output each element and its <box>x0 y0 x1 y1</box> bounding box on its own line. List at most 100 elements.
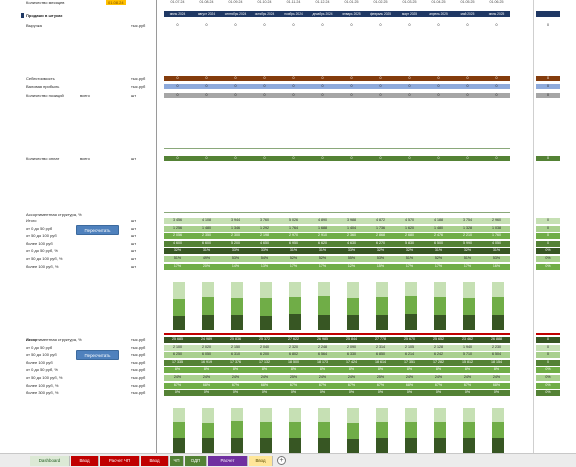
value-cell[interactable]: 18 614 <box>375 359 386 364</box>
value-cell[interactable]: 1 764 <box>289 225 298 230</box>
value-cell[interactable]: 0 <box>176 156 179 160</box>
value-cell[interactable]: 0 <box>466 84 469 88</box>
value-cell[interactable]: 0 <box>495 76 498 80</box>
value-cell[interactable]: 2 314 <box>376 344 385 349</box>
value-cell[interactable]: 31% <box>318 248 327 253</box>
value-cell[interactable]: 0 <box>495 93 498 97</box>
value-cell[interactable]: 25 844 <box>346 337 357 341</box>
value-cell[interactable]: 18 154 <box>491 359 502 364</box>
value-cell[interactable]: 53% <box>231 256 240 260</box>
value-cell[interactable]: 0 <box>263 156 266 160</box>
value-cell[interactable]: 25 836 <box>230 337 241 341</box>
value-cell[interactable]: 6 620 <box>318 240 327 245</box>
value-cell[interactable]: 0 <box>379 84 382 88</box>
value-cell[interactable]: 67% <box>318 382 327 387</box>
value-cell[interactable]: 26 985 <box>317 337 328 341</box>
total-cell[interactable]: 0 <box>547 352 549 357</box>
value-cell[interactable]: 0 <box>350 84 353 88</box>
value-cell[interactable]: 4 188 <box>434 218 443 222</box>
value-cell[interactable]: 67% <box>347 382 356 387</box>
value-cell[interactable]: 67% <box>376 382 385 387</box>
value-cell[interactable]: 2 100 <box>173 344 182 349</box>
total-cell[interactable]: 0 <box>547 337 549 341</box>
value-cell[interactable]: 53% <box>492 256 501 260</box>
value-cell[interactable]: 1 760 <box>492 233 501 238</box>
value-cell[interactable]: 17 132 <box>259 359 270 364</box>
value-cell[interactable]: 31% <box>202 248 211 253</box>
value-cell[interactable]: 0 <box>292 93 295 97</box>
value-cell[interactable]: 49% <box>202 256 211 260</box>
value-cell[interactable]: 8% <box>493 367 500 372</box>
value-cell[interactable]: 2 056 <box>173 233 182 238</box>
value-cell[interactable]: 17% <box>463 263 472 268</box>
value-cell[interactable]: 13% <box>260 263 269 268</box>
value-cell[interactable]: 26 888 <box>491 337 502 341</box>
value-cell[interactable]: 0 <box>321 156 324 160</box>
value-cell[interactable]: 0 <box>408 84 411 88</box>
total-cell[interactable]: 0 <box>547 218 549 222</box>
value-cell[interactable]: 8% <box>174 367 181 372</box>
value-cell[interactable]: 67% <box>173 382 182 387</box>
value-cell[interactable]: 25% <box>289 375 298 379</box>
value-cell[interactable]: 4 872 <box>376 218 385 222</box>
value-cell[interactable]: 18 500 <box>288 359 299 364</box>
value-cell[interactable]: 25 685 <box>172 337 183 341</box>
value-cell[interactable]: 0 <box>292 84 295 88</box>
value-cell[interactable]: 4 108 <box>202 218 211 222</box>
value-cell[interactable]: 0 <box>408 93 411 97</box>
value-cell[interactable]: 2 230 <box>492 344 501 349</box>
value-cell[interactable]: 2 476 <box>434 233 443 238</box>
total-cell[interactable]: 0 <box>547 76 549 80</box>
value-cell[interactable]: 1 940 <box>463 344 472 349</box>
value-cell[interactable]: 0% <box>435 390 442 395</box>
value-cell[interactable]: 15% <box>376 263 385 268</box>
value-cell[interactable]: 6 310 <box>231 352 240 357</box>
total-cell[interactable]: 0 <box>547 84 549 88</box>
value-cell[interactable]: 17% <box>405 263 414 268</box>
value-cell[interactable]: 17 351 <box>404 359 415 364</box>
value-cell[interactable]: 24% <box>434 375 443 379</box>
value-cell[interactable]: 8% <box>290 367 297 372</box>
value-cell[interactable]: 4 890 <box>318 218 327 222</box>
value-cell[interactable]: 0 <box>408 23 411 27</box>
value-cell[interactable]: 6 330 <box>347 352 356 357</box>
value-cell[interactable]: 2 020 <box>202 344 211 349</box>
value-cell[interactable]: 23 462 <box>462 337 473 341</box>
value-cell[interactable]: 1 328 <box>463 225 472 230</box>
value-cell[interactable]: 1 256 <box>173 225 182 230</box>
value-cell[interactable]: 1 038 <box>492 225 501 230</box>
value-cell[interactable]: 0 <box>350 93 353 97</box>
value-cell[interactable]: 0 <box>321 76 324 80</box>
value-cell[interactable]: 17 424 <box>346 359 357 364</box>
value-cell[interactable]: 0 <box>350 76 353 80</box>
value-cell[interactable]: 4 570 <box>405 218 414 222</box>
total-cell[interactable]: 0 <box>547 93 549 97</box>
value-cell[interactable]: 24% <box>231 375 240 379</box>
value-cell[interactable]: 0 <box>495 156 498 160</box>
value-cell[interactable]: 2 248 <box>318 344 327 349</box>
value-cell[interactable]: 25 670 <box>404 337 415 341</box>
value-cell[interactable]: 52% <box>318 256 327 260</box>
value-cell[interactable]: 0 <box>234 23 237 27</box>
value-cell[interactable]: 0 <box>437 156 440 160</box>
value-cell[interactable]: 0 <box>292 76 295 80</box>
value-cell[interactable]: 0 <box>263 23 266 27</box>
value-cell[interactable]: 0 <box>466 93 469 97</box>
total-cell[interactable]: 0 <box>547 23 549 27</box>
value-cell[interactable]: 0% <box>464 390 471 395</box>
total-cell[interactable]: 0% <box>545 263 551 268</box>
value-cell[interactable]: 16% <box>492 263 501 268</box>
value-cell[interactable]: 1 480 <box>202 225 211 230</box>
value-cell[interactable]: 3 988 <box>347 218 356 222</box>
value-cell[interactable]: 0 <box>205 156 208 160</box>
value-cell[interactable]: 2 960 <box>492 218 501 222</box>
value-cell[interactable]: 4 600 <box>173 240 182 245</box>
value-cell[interactable]: 6 214 <box>405 352 414 357</box>
value-cell[interactable]: 0% <box>203 390 210 395</box>
value-cell[interactable]: 8% <box>232 367 239 372</box>
value-cell[interactable]: 2 320 <box>289 344 298 349</box>
value-cell[interactable]: 6 564 <box>318 352 327 357</box>
value-cell[interactable]: 0 <box>234 156 237 160</box>
value-cell[interactable]: 0 <box>466 23 469 27</box>
sheet-tab[interactable]: Ввод <box>71 456 99 466</box>
